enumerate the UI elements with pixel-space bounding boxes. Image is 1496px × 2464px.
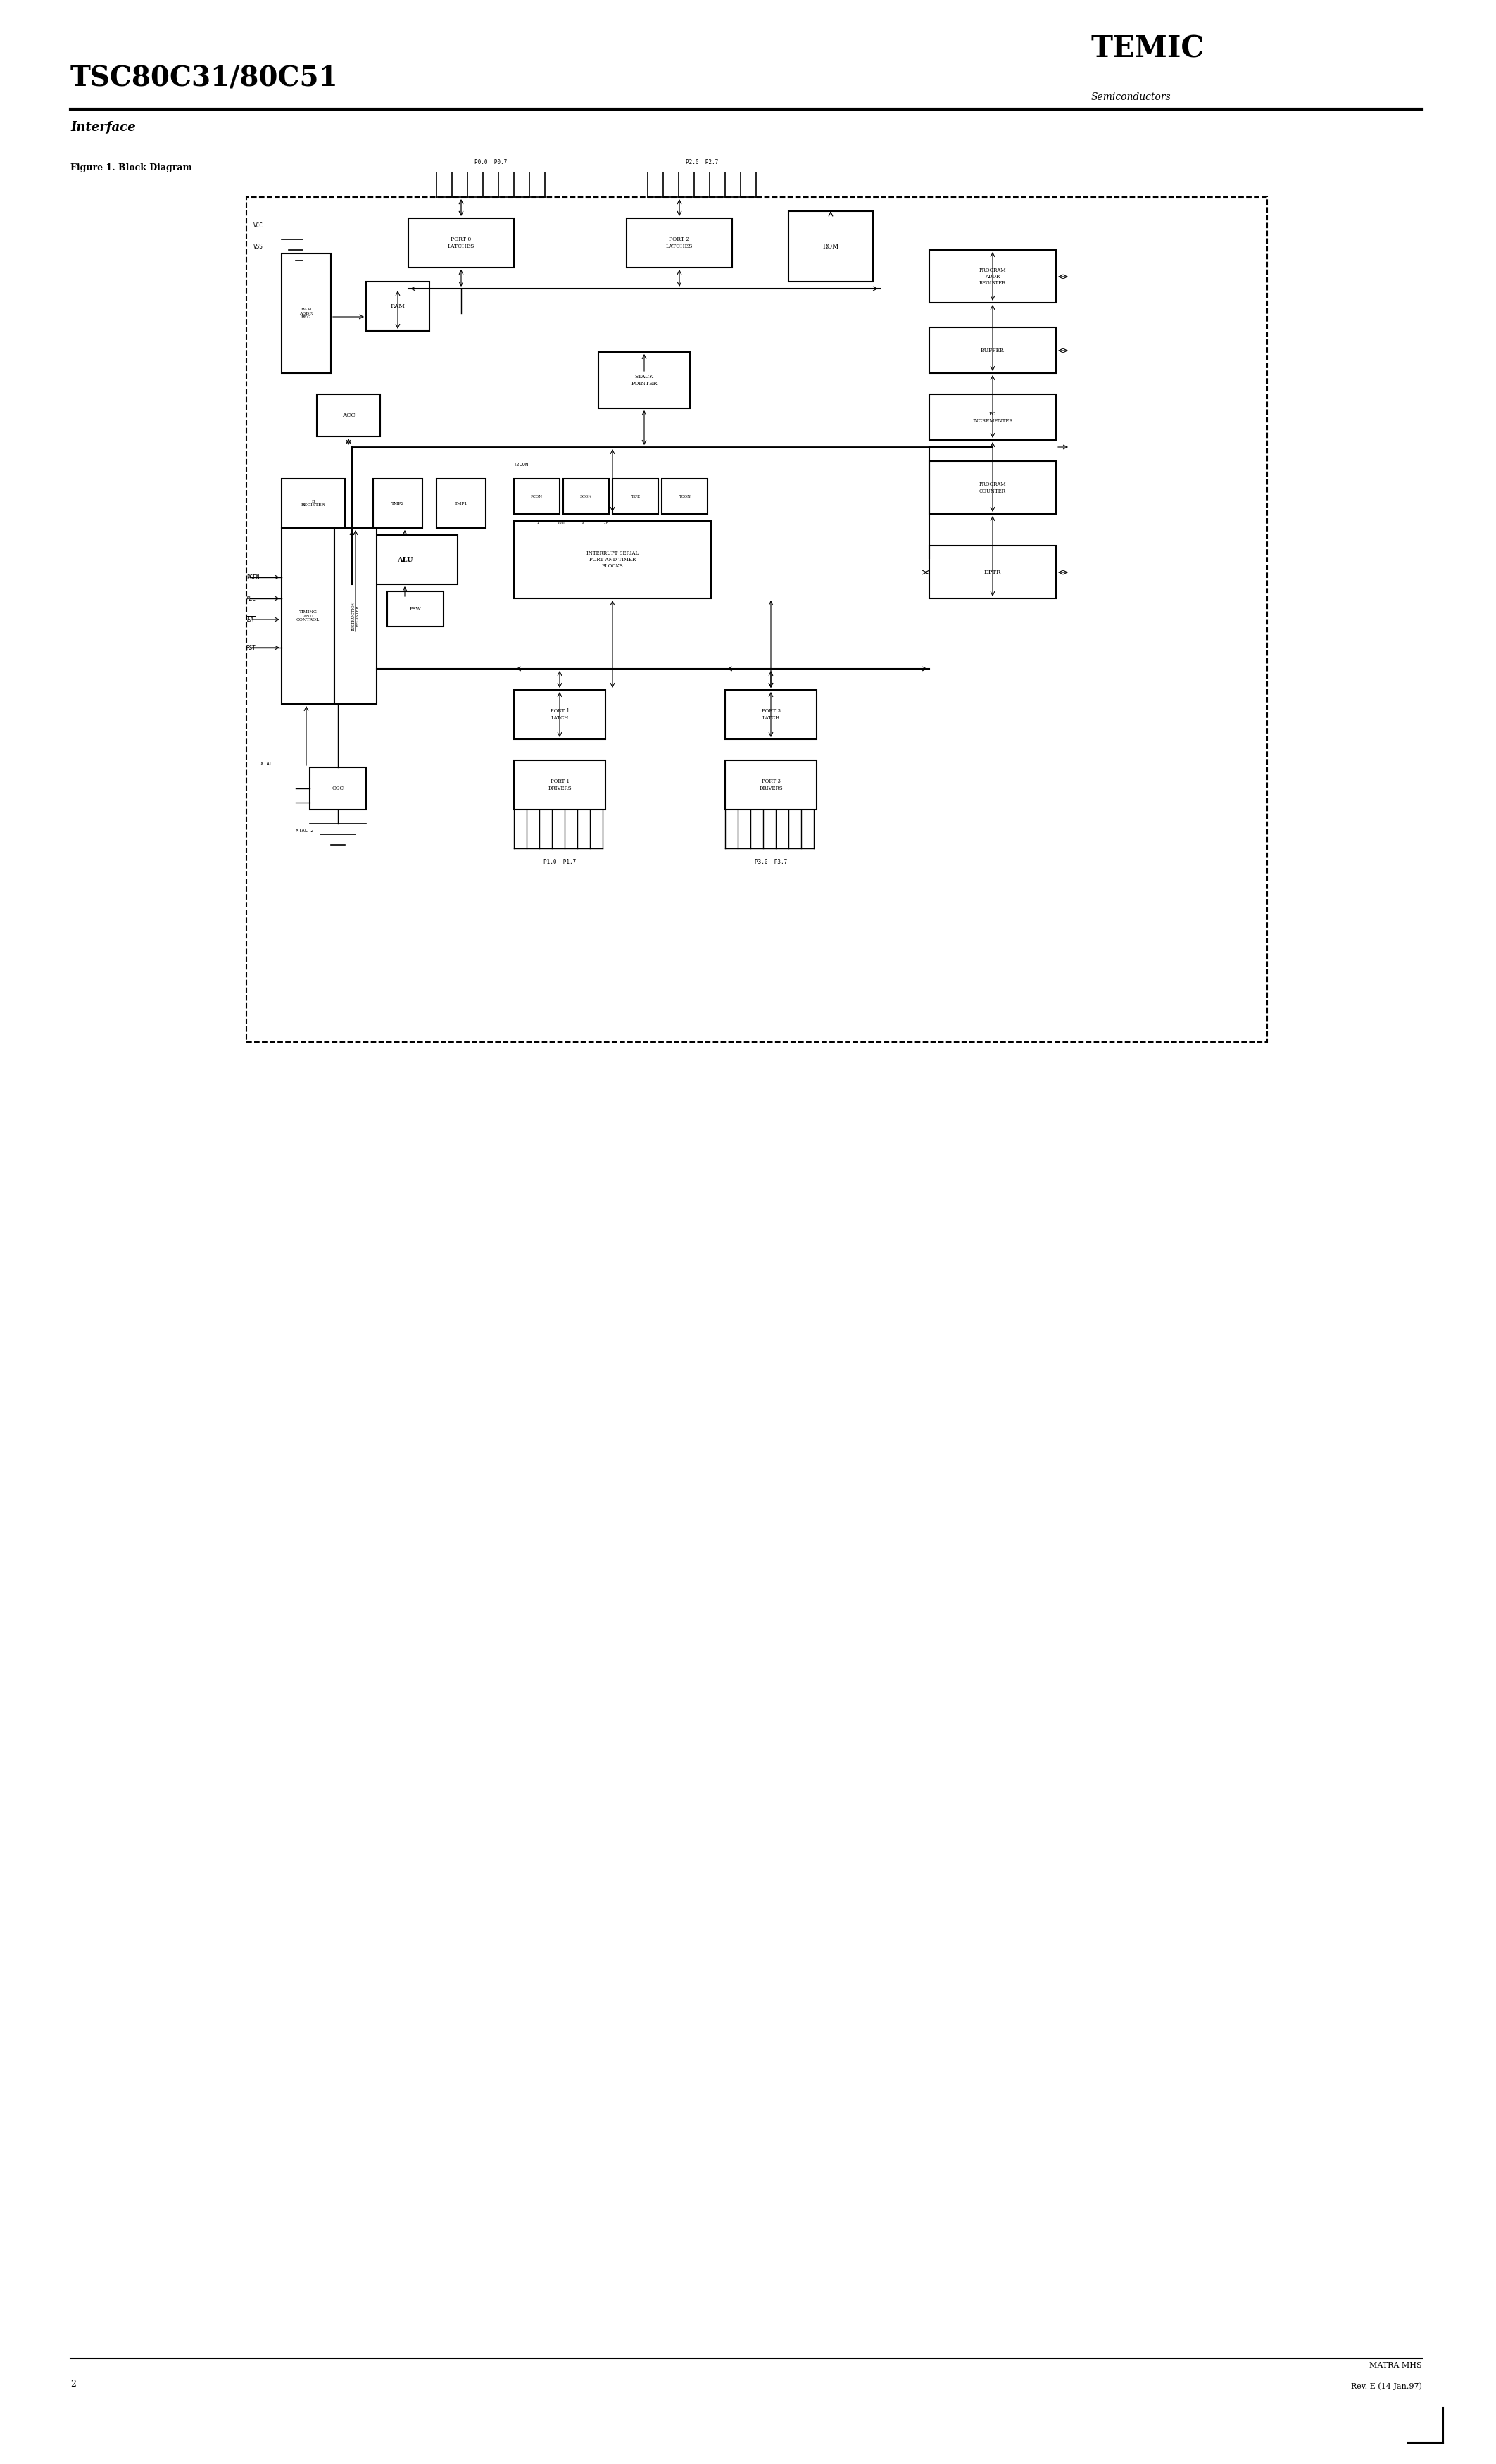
Bar bbox=[929, 249, 1056, 303]
Text: 2: 2 bbox=[70, 2380, 76, 2388]
Text: PROGRAM
COUNTER: PROGRAM COUNTER bbox=[978, 483, 1007, 493]
Text: BUFFER: BUFFER bbox=[981, 347, 1005, 352]
Bar bbox=[598, 352, 690, 409]
Text: TSC80C31/80C51: TSC80C31/80C51 bbox=[70, 64, 338, 91]
Text: STACK
POINTER: STACK POINTER bbox=[631, 375, 657, 387]
Bar bbox=[437, 478, 486, 527]
Text: $\overline{EA}$: $\overline{EA}$ bbox=[247, 616, 254, 623]
Bar bbox=[627, 219, 732, 269]
Text: PORT 2
LATCHES: PORT 2 LATCHES bbox=[666, 237, 693, 249]
Text: Rev. E (14 Jan.97): Rev. E (14 Jan.97) bbox=[1351, 2383, 1423, 2390]
Bar bbox=[929, 461, 1056, 515]
Text: RAM
ADDR
REG: RAM ADDR REG bbox=[299, 308, 313, 320]
Bar bbox=[515, 478, 560, 515]
Bar bbox=[310, 766, 367, 811]
Text: VCC: VCC bbox=[253, 222, 263, 229]
Bar bbox=[281, 254, 331, 372]
Text: RAM: RAM bbox=[390, 303, 405, 308]
Bar bbox=[726, 690, 817, 739]
Text: TEMIC: TEMIC bbox=[1091, 34, 1204, 64]
Text: P1.0  P1.7: P1.0 P1.7 bbox=[543, 860, 576, 865]
Text: P0.0  P0.7: P0.0 P0.7 bbox=[474, 160, 507, 165]
Bar bbox=[929, 545, 1056, 599]
Text: INSTRUCTION
REGISTER: INSTRUCTION REGISTER bbox=[352, 601, 359, 631]
Text: PSEN: PSEN bbox=[247, 574, 259, 582]
Bar bbox=[352, 535, 458, 584]
Text: P2.0  P2.7: P2.0 P2.7 bbox=[685, 160, 718, 165]
Bar bbox=[788, 212, 874, 281]
Text: Figure 1. Block Diagram: Figure 1. Block Diagram bbox=[70, 163, 191, 172]
Bar bbox=[929, 328, 1056, 372]
Bar bbox=[387, 591, 443, 626]
Text: TMP2: TMP2 bbox=[392, 503, 404, 505]
Text: ALU: ALU bbox=[396, 557, 413, 562]
Text: PROGRAM
ADDR
REGISTER: PROGRAM ADDR REGISTER bbox=[978, 269, 1007, 286]
Text: XTAL 2: XTAL 2 bbox=[296, 828, 314, 833]
Bar bbox=[281, 478, 346, 527]
Text: T1         SBUF        S          IP: T1 SBUF S IP bbox=[536, 520, 607, 525]
Bar bbox=[726, 761, 817, 811]
Bar bbox=[515, 520, 711, 599]
Text: PORT 0
LATCHES: PORT 0 LATCHES bbox=[447, 237, 474, 249]
Text: TMP1: TMP1 bbox=[455, 503, 468, 505]
Text: Semiconductors: Semiconductors bbox=[1091, 91, 1171, 101]
Text: PORT 1
LATCH: PORT 1 LATCH bbox=[551, 710, 568, 719]
Text: INTERRUPT SERIAL
PORT AND TIMER
BLOCKS: INTERRUPT SERIAL PORT AND TIMER BLOCKS bbox=[586, 549, 639, 569]
Text: XTAL 1: XTAL 1 bbox=[260, 761, 278, 766]
Text: PORT 3
DRIVERS: PORT 3 DRIVERS bbox=[758, 779, 782, 791]
Text: ROM: ROM bbox=[823, 244, 839, 249]
Text: PORT 1
DRIVERS: PORT 1 DRIVERS bbox=[548, 779, 571, 791]
Bar bbox=[562, 478, 609, 515]
Text: PORT 3
LATCH: PORT 3 LATCH bbox=[761, 710, 781, 719]
Bar bbox=[515, 761, 606, 811]
Text: ACC: ACC bbox=[343, 411, 355, 419]
Text: ALE: ALE bbox=[247, 596, 256, 601]
Bar bbox=[929, 394, 1056, 441]
Bar bbox=[515, 690, 606, 739]
Text: PCON: PCON bbox=[531, 495, 543, 498]
Bar bbox=[661, 478, 708, 515]
Text: SCON: SCON bbox=[580, 495, 592, 498]
Bar bbox=[373, 478, 422, 527]
Bar bbox=[612, 478, 658, 515]
Text: P3.0  P3.7: P3.0 P3.7 bbox=[754, 860, 787, 865]
Bar bbox=[408, 219, 515, 269]
Bar bbox=[367, 281, 429, 330]
Text: TIMING
AND
CONTROL: TIMING AND CONTROL bbox=[296, 611, 320, 621]
Text: PSW: PSW bbox=[410, 606, 422, 611]
Text: B
REGISTER: B REGISTER bbox=[301, 500, 325, 508]
Text: VSS: VSS bbox=[253, 244, 263, 249]
Text: T2CON: T2CON bbox=[515, 463, 530, 466]
Bar bbox=[247, 197, 1267, 1042]
Text: RST: RST bbox=[247, 646, 256, 650]
Text: TCON: TCON bbox=[679, 495, 691, 498]
Bar bbox=[317, 394, 380, 436]
Bar bbox=[335, 527, 377, 705]
Text: OSC: OSC bbox=[332, 786, 344, 791]
Bar bbox=[281, 527, 335, 705]
Text: Interface: Interface bbox=[70, 121, 136, 133]
Text: T2/E: T2/E bbox=[631, 495, 640, 498]
Text: MATRA MHS: MATRA MHS bbox=[1369, 2363, 1423, 2368]
Text: DPTR: DPTR bbox=[984, 569, 1001, 574]
Text: PC
INCREMENTER: PC INCREMENTER bbox=[972, 411, 1013, 424]
